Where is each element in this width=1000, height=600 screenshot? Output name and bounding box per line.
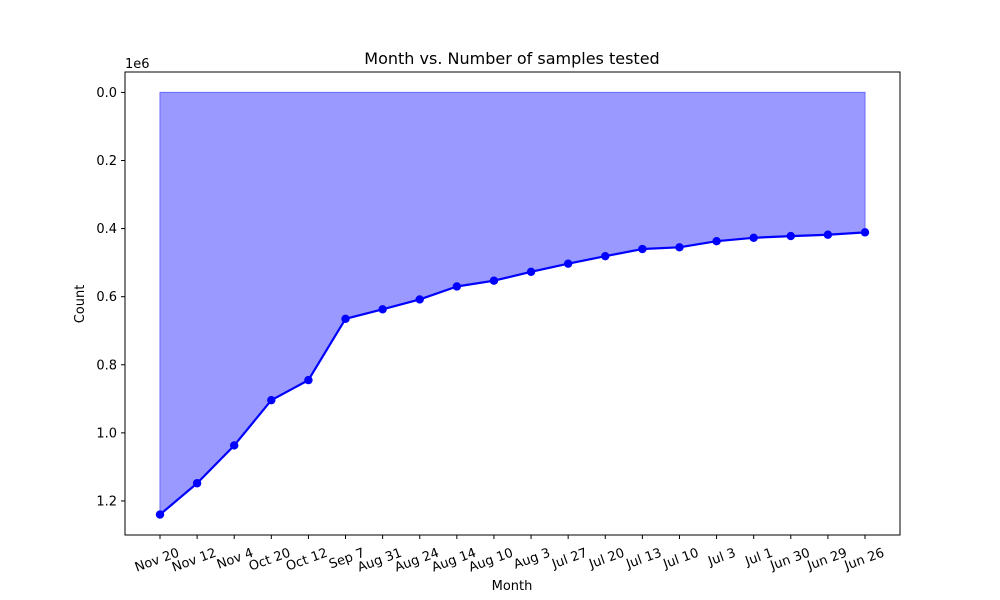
data-point-16: [749, 233, 758, 242]
y-multiplier-label: 1e6: [125, 57, 150, 72]
data-point-6: [378, 305, 387, 314]
y-tick-label: 0.0: [96, 86, 117, 101]
y-tick-label: 1.0: [96, 426, 117, 441]
data-point-14: [675, 243, 684, 252]
series-area-fill: [159, 91, 866, 516]
x-tick-label: Jul 3: [705, 546, 737, 570]
chart-title: Month vs. Number of samples tested: [364, 49, 659, 68]
data-point-5: [341, 314, 350, 324]
data-point-1: [192, 479, 202, 488]
y-axis: 0.0 0.2 0.4 0.6 0.8 1.0 1.2: [96, 86, 125, 509]
data-point-9: [489, 276, 499, 285]
data-point-4: [304, 375, 313, 385]
plot-frame: [124, 71, 901, 536]
y-tick-label: 0.4: [96, 222, 117, 237]
x-tick-label: Jul 27: [549, 546, 589, 573]
y-tick-label: 0.2: [96, 154, 117, 169]
x-tick-label: Aug 3: [512, 546, 553, 573]
y-tick-label: 0.6: [96, 290, 117, 305]
x-tick-label: Jul 13: [623, 546, 663, 573]
data-point-13: [638, 244, 647, 254]
data-point-8: [452, 282, 462, 291]
plot-area: [155, 91, 870, 519]
y-axis-title: Count: [73, 285, 88, 324]
data-point-15: [712, 236, 721, 246]
series-line: [159, 231, 866, 516]
data-point-12: [601, 251, 610, 261]
x-tick-label: Oct 12: [284, 546, 330, 575]
data-point-7: [415, 295, 424, 304]
y-tick-label: 0.8: [96, 358, 117, 373]
x-tick-label: Jul 20: [586, 546, 626, 573]
x-tick-label: Jun 26: [842, 546, 887, 574]
data-point-18: [823, 230, 833, 239]
data-point-17: [786, 231, 795, 241]
data-point-0: [155, 510, 165, 519]
data-point-11: [563, 259, 573, 268]
x-axis-title: Month: [492, 579, 533, 594]
data-point-10: [526, 267, 536, 277]
data-point-19: [860, 228, 870, 237]
data-point-2: [230, 441, 239, 450]
y-tick-label: 1.2: [96, 494, 117, 509]
data-point-3: [267, 395, 276, 405]
x-tick-label: Jul 10: [661, 546, 701, 573]
